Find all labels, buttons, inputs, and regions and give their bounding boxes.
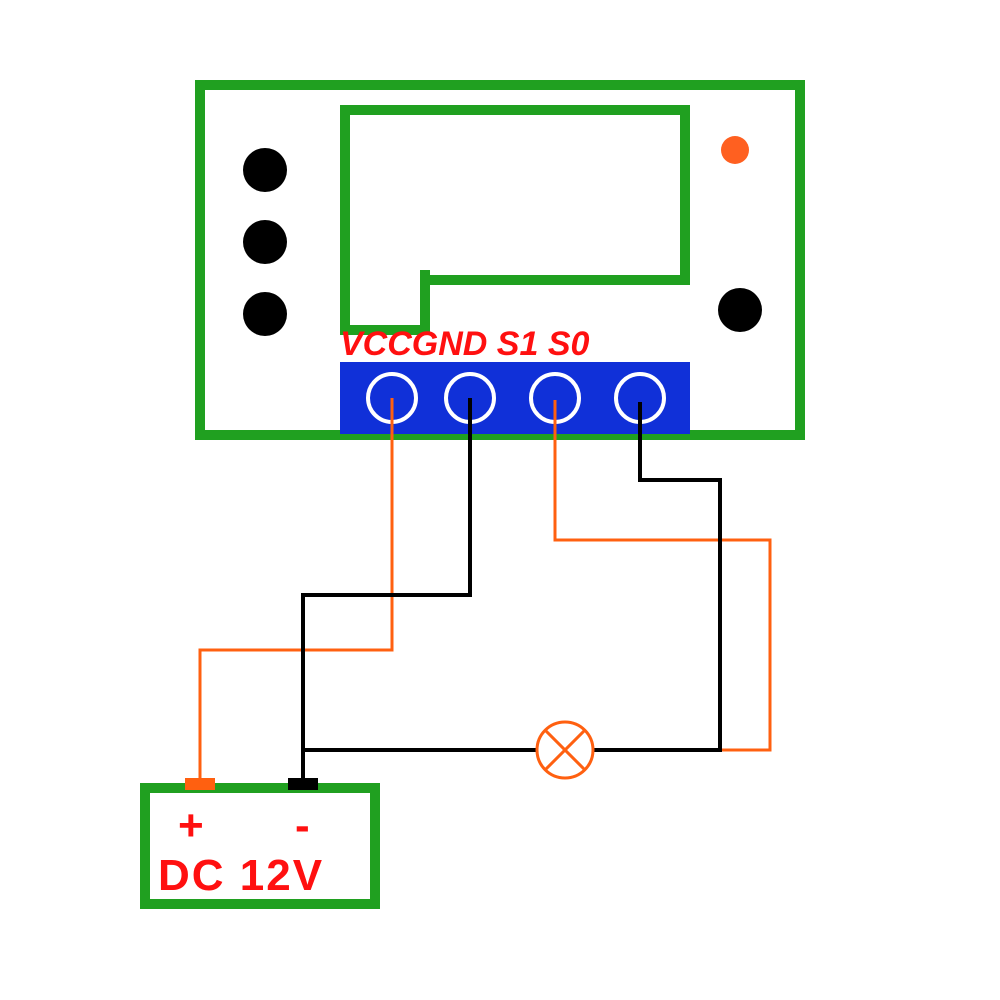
mount-hole-left-3	[243, 292, 287, 336]
wire-s0	[593, 402, 720, 750]
pin-labels: VCCGND S1 S0	[340, 325, 589, 363]
wiring-diagram: VCCGND S1 S0 + -DC 12V	[0, 0, 1000, 1000]
wire-vcc	[200, 398, 392, 778]
status-led	[721, 136, 749, 164]
display-notch-fill	[345, 270, 425, 330]
wire-s1	[555, 400, 770, 750]
wire-gnd	[303, 398, 470, 778]
psu-plus-label: +	[178, 801, 204, 850]
display-outline	[345, 110, 685, 280]
psu-pos-terminal	[185, 778, 215, 790]
psu-neg-terminal	[288, 778, 318, 790]
psu-minus-label: -	[295, 801, 310, 850]
mount-hole-left-2	[243, 220, 287, 264]
mount-hole-left-1	[243, 148, 287, 192]
psu-voltage-label: DC 12V	[158, 851, 324, 900]
mount-hole-right	[718, 288, 762, 332]
